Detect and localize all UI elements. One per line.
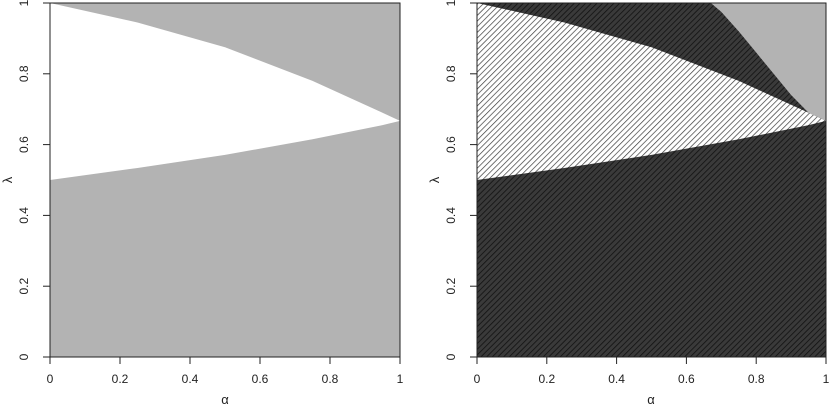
- left-y-tick-label: 0: [17, 353, 31, 360]
- right-panel: 0 0.2 0.4 0.6 0.8 1 0 0.2 0.4 0.6 0.8 1 α λ: [427, 0, 830, 407]
- left-y-tick-label: 1: [17, 0, 31, 6]
- left-y-axis-label: λ: [0, 176, 15, 183]
- left-x-tick-label: 0.8: [322, 372, 339, 386]
- right-x-tick-label: 0: [474, 372, 481, 386]
- left-y-tick-label: 0.8: [17, 65, 31, 82]
- right-y-axis: 0 0.2 0.4 0.6 0.8 1: [444, 0, 477, 360]
- right-x-tick-label: 0.6: [678, 372, 695, 386]
- right-x-axis-label: α: [647, 392, 655, 407]
- left-y-tick-label: 0.2: [17, 278, 31, 295]
- right-y-tick-label: 0.4: [444, 207, 458, 224]
- right-y-tick-label: 0.2: [444, 278, 458, 295]
- left-x-tick-label: 0.6: [252, 372, 269, 386]
- right-y-tick-label: 0.6: [444, 136, 458, 153]
- right-regions: [477, 3, 826, 357]
- right-y-tick-label: 0: [444, 353, 458, 360]
- right-x-tick-label: 0.8: [748, 372, 765, 386]
- right-y-tick-label: 1: [444, 0, 458, 6]
- right-x-axis: 0 0.2 0.4 0.6 0.8 1: [474, 357, 830, 386]
- right-x-tick-label: 0.4: [608, 372, 625, 386]
- left-panel: 0 0.2 0.4 0.6 0.8 1 0 0.2 0.4 0.6 0.8 1 α λ: [0, 0, 404, 407]
- left-y-axis: 0 0.2 0.4 0.6 0.8 1: [17, 0, 50, 360]
- right-y-tick-label: 0.8: [444, 65, 458, 82]
- right-x-tick-label: 0.2: [538, 372, 555, 386]
- left-x-tick-label: 0.2: [112, 372, 129, 386]
- right-x-tick-label: 1: [823, 372, 830, 386]
- left-region-0: [50, 3, 400, 180]
- left-y-tick-label: 0.6: [17, 136, 31, 153]
- left-x-tick-label: 1: [397, 372, 404, 386]
- right-plot-frame: [476, 2, 827, 358]
- left-y-tick-label: 0.4: [17, 207, 31, 224]
- left-x-axis-label: α: [221, 392, 229, 407]
- left-regions: [50, 3, 400, 180]
- right-region-1: [477, 3, 826, 180]
- left-plot-frame: [49, 2, 401, 358]
- right-y-axis-label: λ: [427, 176, 442, 183]
- left-x-tick-label: 0: [47, 372, 54, 386]
- left-x-tick-label: 0.4: [182, 372, 199, 386]
- left-x-axis: 0 0.2 0.4 0.6 0.8 1: [47, 357, 404, 386]
